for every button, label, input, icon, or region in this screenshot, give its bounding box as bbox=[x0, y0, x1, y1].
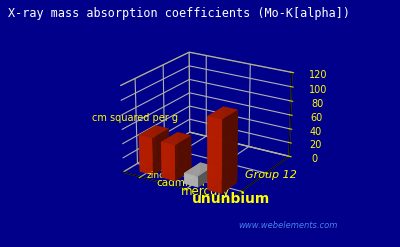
Text: www.webelements.com: www.webelements.com bbox=[238, 221, 338, 230]
Text: X-ray mass absorption coefficients (Mo-K[alpha]): X-ray mass absorption coefficients (Mo-K… bbox=[8, 7, 350, 21]
